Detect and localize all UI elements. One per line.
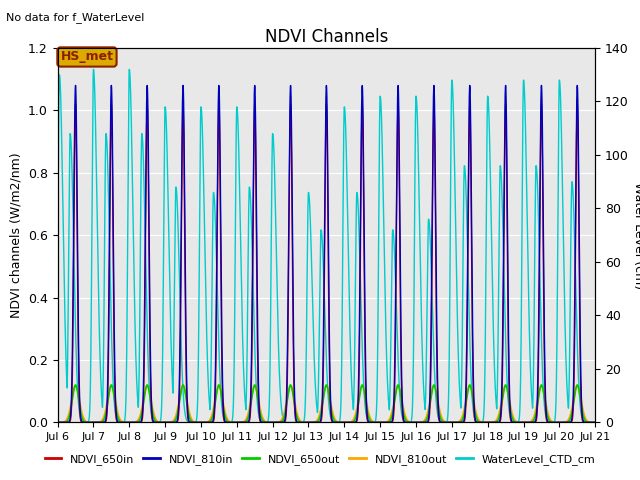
Text: No data for f_WaterLevel: No data for f_WaterLevel [6,12,145,23]
Y-axis label: Water Level (cm): Water Level (cm) [632,181,640,289]
Legend: NDVI_650in, NDVI_810in, NDVI_650out, NDVI_810out, WaterLevel_CTD_cm: NDVI_650in, NDVI_810in, NDVI_650out, NDV… [40,450,600,469]
Title: NDVI Channels: NDVI Channels [265,28,388,47]
Text: HS_met: HS_met [60,50,113,63]
Y-axis label: NDVI channels (W/m2/nm): NDVI channels (W/m2/nm) [10,152,22,318]
